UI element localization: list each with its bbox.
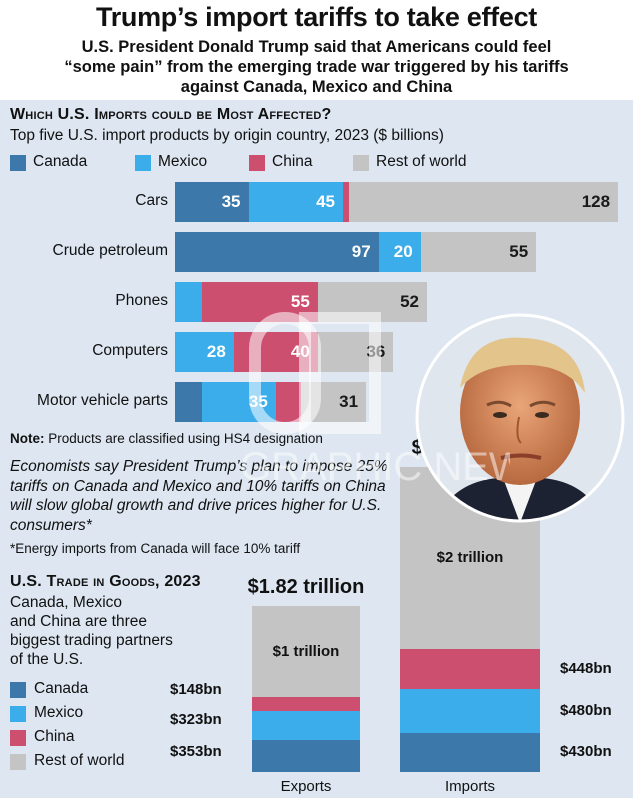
bar-cars-canada <box>175 182 249 222</box>
trade-bar-exports-canada <box>252 739 360 772</box>
bar-phones-mexico <box>175 282 203 322</box>
bar-cars-rest-of-world <box>349 182 619 222</box>
bar-shadow-crude-petroleum <box>536 236 542 276</box>
imports-chart-subheading: Top five U.S. import products by origin … <box>10 127 444 144</box>
bar-shadow-cars <box>618 186 624 226</box>
note-label: Note: <box>10 431 45 446</box>
legend-swatch-china <box>249 155 265 171</box>
data-label-cars-canada: 35 <box>221 192 241 211</box>
trade-amount-exports-china: $148bn <box>170 681 222 698</box>
trade-amount-imports-china: $448bn <box>560 660 612 678</box>
bar-crude-petroleum-mexico <box>378 232 421 272</box>
trade-bar-exports-china <box>252 697 360 711</box>
bar-computers-mexico <box>175 332 234 372</box>
data-label-cars-rest-of-world: 128 <box>581 192 611 211</box>
bar-cars-china <box>343 182 350 222</box>
data-label-motor-vehicle-parts-rest-of-world: 31 <box>339 392 359 411</box>
trade-legend-swatch-mexico <box>10 706 26 722</box>
note-text: Products are classified using HS4 design… <box>48 431 323 446</box>
data-label-phones-rest-of-world: 52 <box>400 292 419 311</box>
legend-swatch-mexico <box>135 155 151 171</box>
category-label-crude-petroleum: Crude petroleum <box>52 242 168 259</box>
trade-amount-exports-mexico: $323bn <box>170 711 222 728</box>
trade-legend-swatch-china <box>10 730 26 746</box>
trade-description-line-3: biggest trading partners <box>10 632 173 649</box>
legend-label-canada: Canada <box>33 153 88 170</box>
data-label-motor-vehicle-parts-mexico: 35 <box>248 392 268 411</box>
trade-legend-swatch-canada <box>10 682 26 698</box>
trade-description-line-4: of the U.S. <box>10 651 84 668</box>
data-label-computers-rest-of-world: 36 <box>366 342 386 361</box>
category-label-computers: Computers <box>92 342 168 359</box>
trade-inner-label-exports: $1 trillion <box>272 642 340 660</box>
legend-label-mexico: Mexico <box>158 153 208 170</box>
bar-crude-petroleum-rest-of-world <box>420 232 537 272</box>
trade-inner-label-imports: $2 trillion <box>436 548 504 566</box>
page-title: Trump’s import tariffs to take effect <box>96 2 537 32</box>
legend-swatch-rest-of-world <box>353 155 369 171</box>
trade-section-heading: U.S. Trade in Goods, 2023 <box>10 573 201 590</box>
trade-legend-label-mexico: Mexico <box>34 704 84 721</box>
category-label-cars: Cars <box>135 192 168 209</box>
trade-bar-imports-mexico <box>400 689 540 733</box>
bar-motor-vehicle-parts-china <box>275 382 301 422</box>
trade-amount-exports-canada: $353bn <box>170 743 222 760</box>
trade-legend-label-rest-of-world: Rest of world <box>34 752 125 769</box>
economists-quote: Economists say President Trump’s plan to… <box>10 458 388 534</box>
bar-shadow-computers <box>393 336 399 376</box>
imports-section-heading: Which U.S. Imports could be Most Affecte… <box>10 106 332 123</box>
trade-description-line-2: and China are three <box>10 613 148 630</box>
classification-note: Note: Products are classified using HS4 … <box>10 431 323 446</box>
trade-bar-imports-canada <box>400 732 540 772</box>
trade-bar-imports-china <box>400 648 540 690</box>
data-label-crude-petroleum-canada: 97 <box>351 242 371 261</box>
bar-crude-petroleum-canada <box>175 232 379 272</box>
trade-amount-imports-mexico: $480bn <box>560 702 612 720</box>
data-label-cars-mexico: 45 <box>316 192 335 211</box>
subtitle-line-1: U.S. President Donald Trump said that Am… <box>81 38 552 56</box>
trade-legend-label-china: China <box>34 728 75 745</box>
trade-legend-label-canada: Canada <box>34 680 89 697</box>
bar-motor-vehicle-parts-canada <box>175 382 203 422</box>
subtitle-line-3: against Canada, Mexico and China <box>180 78 453 96</box>
data-label-phones-china: 55 <box>290 292 310 311</box>
trade-legend-swatch-rest-of-world <box>10 754 26 770</box>
data-label-computers-china: 40 <box>290 342 310 361</box>
legend-swatch-canada <box>10 155 26 171</box>
axis-label-exports: Exports <box>280 778 332 795</box>
legend-label-china: China <box>272 153 313 170</box>
trade-description-line-1: Canada, Mexico <box>10 594 123 611</box>
category-label-motor-vehicle-parts: Motor vehicle parts <box>37 392 168 409</box>
subtitle-line-2: “some pain” from the emerging trade war … <box>64 58 569 76</box>
data-label-crude-petroleum-mexico: 20 <box>393 242 413 261</box>
bar-cars-mexico <box>248 182 343 222</box>
trade-bar-exports-mexico <box>252 710 360 740</box>
trade-amount-imports-canada: $430bn <box>560 743 612 761</box>
trade-total-exports: $1.82 trillion <box>247 576 365 599</box>
axis-label-imports: Imports <box>444 778 495 795</box>
data-label-crude-petroleum-rest-of-world: 55 <box>509 242 529 261</box>
category-label-phones: Phones <box>115 292 168 309</box>
data-label-computers-mexico: 28 <box>206 342 226 361</box>
energy-footnote: *Energy imports from Canada will face 10… <box>10 541 301 556</box>
legend-label-rest-of-world: Rest of world <box>376 153 467 170</box>
trump-portrait-image <box>415 313 625 523</box>
trade-bar-exports-rest-of-world <box>252 606 360 698</box>
bar-shadow-motor-vehicle-parts <box>366 386 372 426</box>
